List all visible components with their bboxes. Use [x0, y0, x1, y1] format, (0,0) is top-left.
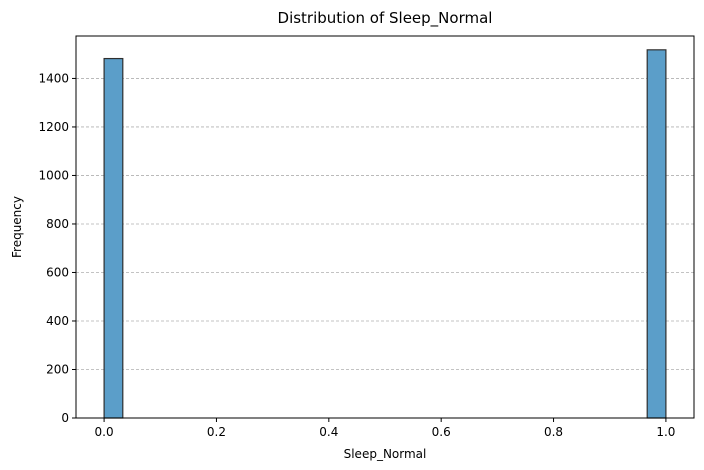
x-tick-label: 0.8	[544, 425, 563, 439]
x-tick-label: 0.0	[95, 425, 114, 439]
y-tick-label: 1000	[38, 168, 69, 182]
x-tick-label: 1.0	[656, 425, 675, 439]
histogram-bar	[103, 57, 124, 419]
y-tick-label: 200	[46, 362, 69, 376]
plot-frame	[75, 35, 695, 419]
y-axis-label: Frequency	[10, 196, 24, 258]
y-axis-ticks: 0 200 400 600 800 1000 1200 1400	[38, 71, 76, 425]
x-axis-label: Sleep_Normal	[344, 447, 427, 461]
y-tick-label: 800	[46, 217, 69, 231]
chart-title: Distribution of Sleep_Normal	[278, 9, 493, 28]
x-tick-label: 0.6	[432, 425, 451, 439]
x-tick-label: 0.4	[319, 425, 338, 439]
y-tick-label: 0	[61, 411, 69, 425]
histogram-bar	[646, 49, 667, 419]
y-tick-label: 1200	[38, 120, 69, 134]
y-tick-label: 400	[46, 314, 69, 328]
x-axis-ticks: 0.0 0.2 0.4 0.6 0.8 1.0	[95, 418, 675, 439]
gridlines	[76, 78, 694, 370]
x-tick-label: 0.2	[207, 425, 226, 439]
y-tick-label: 1400	[38, 71, 69, 85]
y-tick-label: 600	[46, 265, 69, 279]
